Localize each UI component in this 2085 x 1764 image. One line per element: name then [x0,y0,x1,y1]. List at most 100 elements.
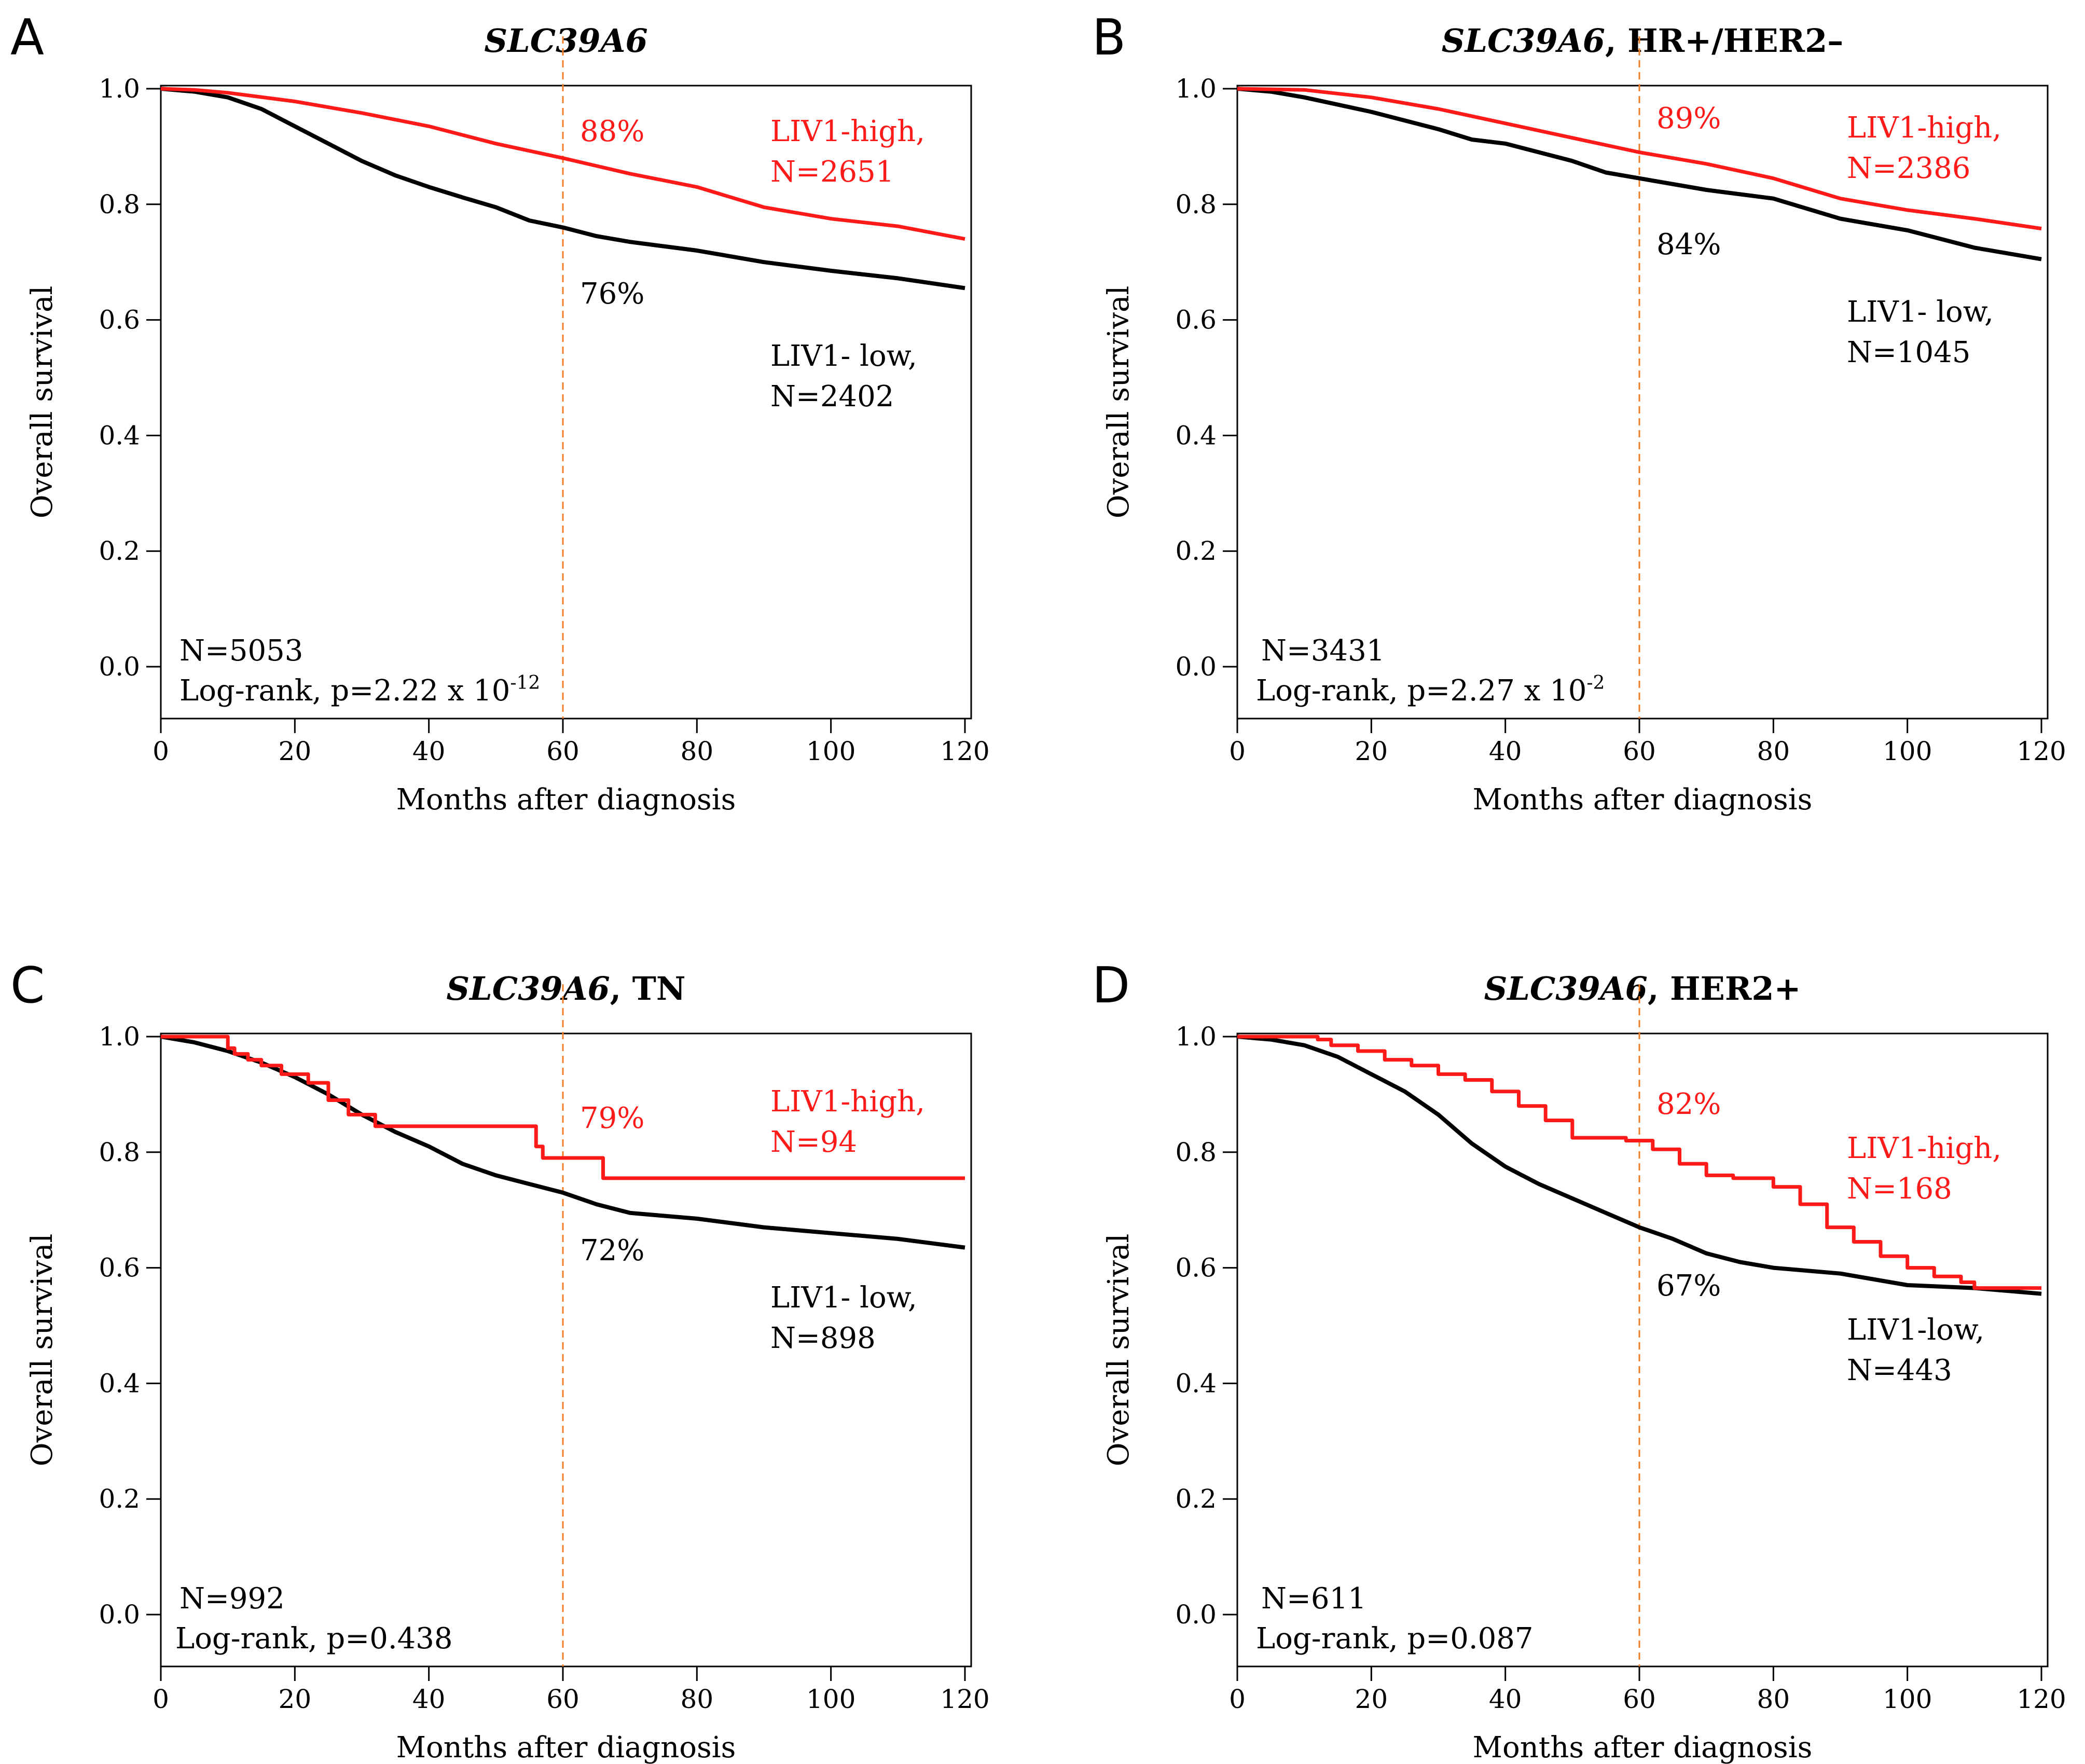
survival-curves [160,1035,965,1250]
high-pct-label: 88% [580,115,644,148]
x-tick-2: 40 [1489,1666,1522,1714]
x-tick-6: 120 [940,1666,990,1714]
logrank-text: Log-rank, p=0.438 [175,1622,453,1656]
high-pct-label: 79% [580,1101,644,1135]
y-tick-label: 0.2 [99,1484,140,1514]
y-tick-label: 0.0 [1175,1600,1217,1630]
panel-d: D SLC39A6, HER2+ 0 20 40 60 80 100 120 0… [1092,957,2066,1764]
x-tick-3: 60 [546,719,579,766]
x-tick-label: 20 [1355,736,1388,766]
high-group-name: LIV1-high, [770,115,925,148]
y-tick-2: 0.4 [99,420,161,450]
high-group-n: N=2386 [1847,151,1970,185]
x-tick-label: 80 [681,1684,714,1714]
low-group-label: LIV1- low, N=898 [770,1281,917,1355]
y-tick-5: 1.0 [99,74,161,104]
x-tick-label: 60 [1623,736,1656,766]
y-tick-5: 1.0 [99,1022,161,1052]
x-tick-3: 60 [1623,719,1656,766]
y-tick-3: 0.6 [1175,1253,1237,1283]
chart-title-suffix: , HR+/HER2– [1605,22,1843,60]
chart-title-gene: SLC39A6 [484,22,647,60]
series-line-liv1-low [160,87,965,291]
low-group-n: N=443 [1847,1354,1952,1387]
y-tick-3: 0.6 [1175,305,1237,335]
y-tick-label: 0.0 [1175,652,1217,682]
n-total: N=5053 [179,634,303,668]
panel-letter: C [10,957,45,1014]
y-tick-label: 0.4 [99,1368,140,1398]
x-axis: 0 20 40 60 80 100 120 [153,719,990,766]
low-group-name: LIV1- low, [770,339,917,373]
chart-title: SLC39A6, TN [446,970,685,1008]
x-tick-label: 40 [1489,1684,1522,1714]
high-group-name: LIV1-high, [1847,111,2001,145]
low-group-name: LIV1- low, [1847,295,1994,329]
survival-curves [160,87,965,291]
y-tick-label: 0.8 [1175,1137,1217,1167]
y-axis: 0.0 0.2 0.4 0.6 0.8 1.0 [1175,1022,1237,1630]
plot-frame [1236,1032,2049,1667]
y-tick-1: 0.2 [1175,1484,1237,1514]
y-tick-label: 0.6 [99,1253,140,1283]
x-tick-6: 120 [2017,1666,2066,1714]
y-tick-5: 1.0 [1175,74,1237,104]
x-tick-label: 80 [1757,1684,1790,1714]
y-tick-2: 0.4 [1175,420,1237,450]
y-tick-1: 0.2 [99,536,161,566]
chart-title-gene: SLC39A6 [446,970,610,1008]
high-pct-label: 89% [1656,102,1721,135]
x-tick-3: 60 [546,1666,579,1714]
x-tick-label: 80 [681,736,714,766]
y-tick-label: 0.4 [99,420,140,450]
low-group-label: LIV1-low, N=443 [1847,1313,1984,1387]
logrank-exponent: -2 [1586,672,1605,694]
x-tick-5: 100 [806,1666,855,1714]
y-tick-label: 0.4 [1175,1368,1217,1398]
y-axis: 0.0 0.2 0.4 0.6 0.8 1.0 [1175,74,1237,682]
x-tick-5: 100 [1883,1666,1932,1714]
n-total: N=3431 [1261,634,1385,668]
x-tick-label: 40 [1489,736,1522,766]
high-group-label: LIV1-high, N=2386 [1847,111,2001,185]
x-tick-0: 0 [153,719,169,766]
low-pct-label: 76% [580,277,644,311]
logrank-text: Log-rank, p=2.27 x 10-2 [1256,672,1605,708]
y-tick-4: 0.8 [1175,1137,1237,1167]
x-tick-5: 100 [806,719,855,766]
y-tick-3: 0.6 [99,1253,161,1283]
y-axis: 0.0 0.2 0.4 0.6 0.8 1.0 [99,1022,161,1630]
chart-title-suffix: , HER2+ [1648,970,1801,1008]
x-tick-3: 60 [1623,1666,1656,1714]
low-group-label: LIV1- low, N=1045 [1847,295,1994,369]
y-axis-label: Overall survival [25,286,59,519]
x-tick-label: 40 [412,736,446,766]
y-tick-label: 1.0 [99,74,140,104]
low-group-n: N=1045 [1847,336,1970,369]
x-axis-label: Months after diagnosis [1473,783,1813,817]
low-pct-label: 84% [1656,228,1721,261]
x-tick-label: 0 [1229,736,1246,766]
x-axis-label: Months after diagnosis [1473,1731,1813,1764]
y-tick-1: 0.2 [1175,536,1237,566]
survival-curves [1237,1035,2042,1296]
x-tick-label: 0 [1229,1684,1246,1714]
x-tick-label: 100 [806,1684,855,1714]
logrank-text: Log-rank, p=2.22 x 10-12 [179,672,540,708]
low-group-label: LIV1- low, N=2402 [770,339,917,414]
x-tick-label: 120 [940,736,989,766]
y-tick-label: 0.6 [99,305,140,335]
chart-title-suffix: , TN [610,970,686,1008]
chart-title-gene: SLC39A6 [1484,970,1648,1008]
y-tick-label: 0.8 [99,189,140,219]
logrank-prefix: Log-rank, p=2.27 x 10 [1256,674,1586,708]
y-tick-label: 0.2 [99,536,140,566]
x-tick-label: 0 [153,736,169,766]
x-tick-1: 20 [1355,719,1388,766]
y-tick-0: 0.0 [99,652,161,682]
panel-b: B SLC39A6, HR+/HER2– 0 20 40 60 80 100 1… [1092,9,2066,817]
logrank-prefix: Log-rank, p=0.438 [175,1622,453,1656]
x-tick-label: 120 [2017,1684,2066,1714]
logrank-text: Log-rank, p=0.087 [1256,1622,1534,1656]
low-group-n: N=2402 [770,380,894,414]
